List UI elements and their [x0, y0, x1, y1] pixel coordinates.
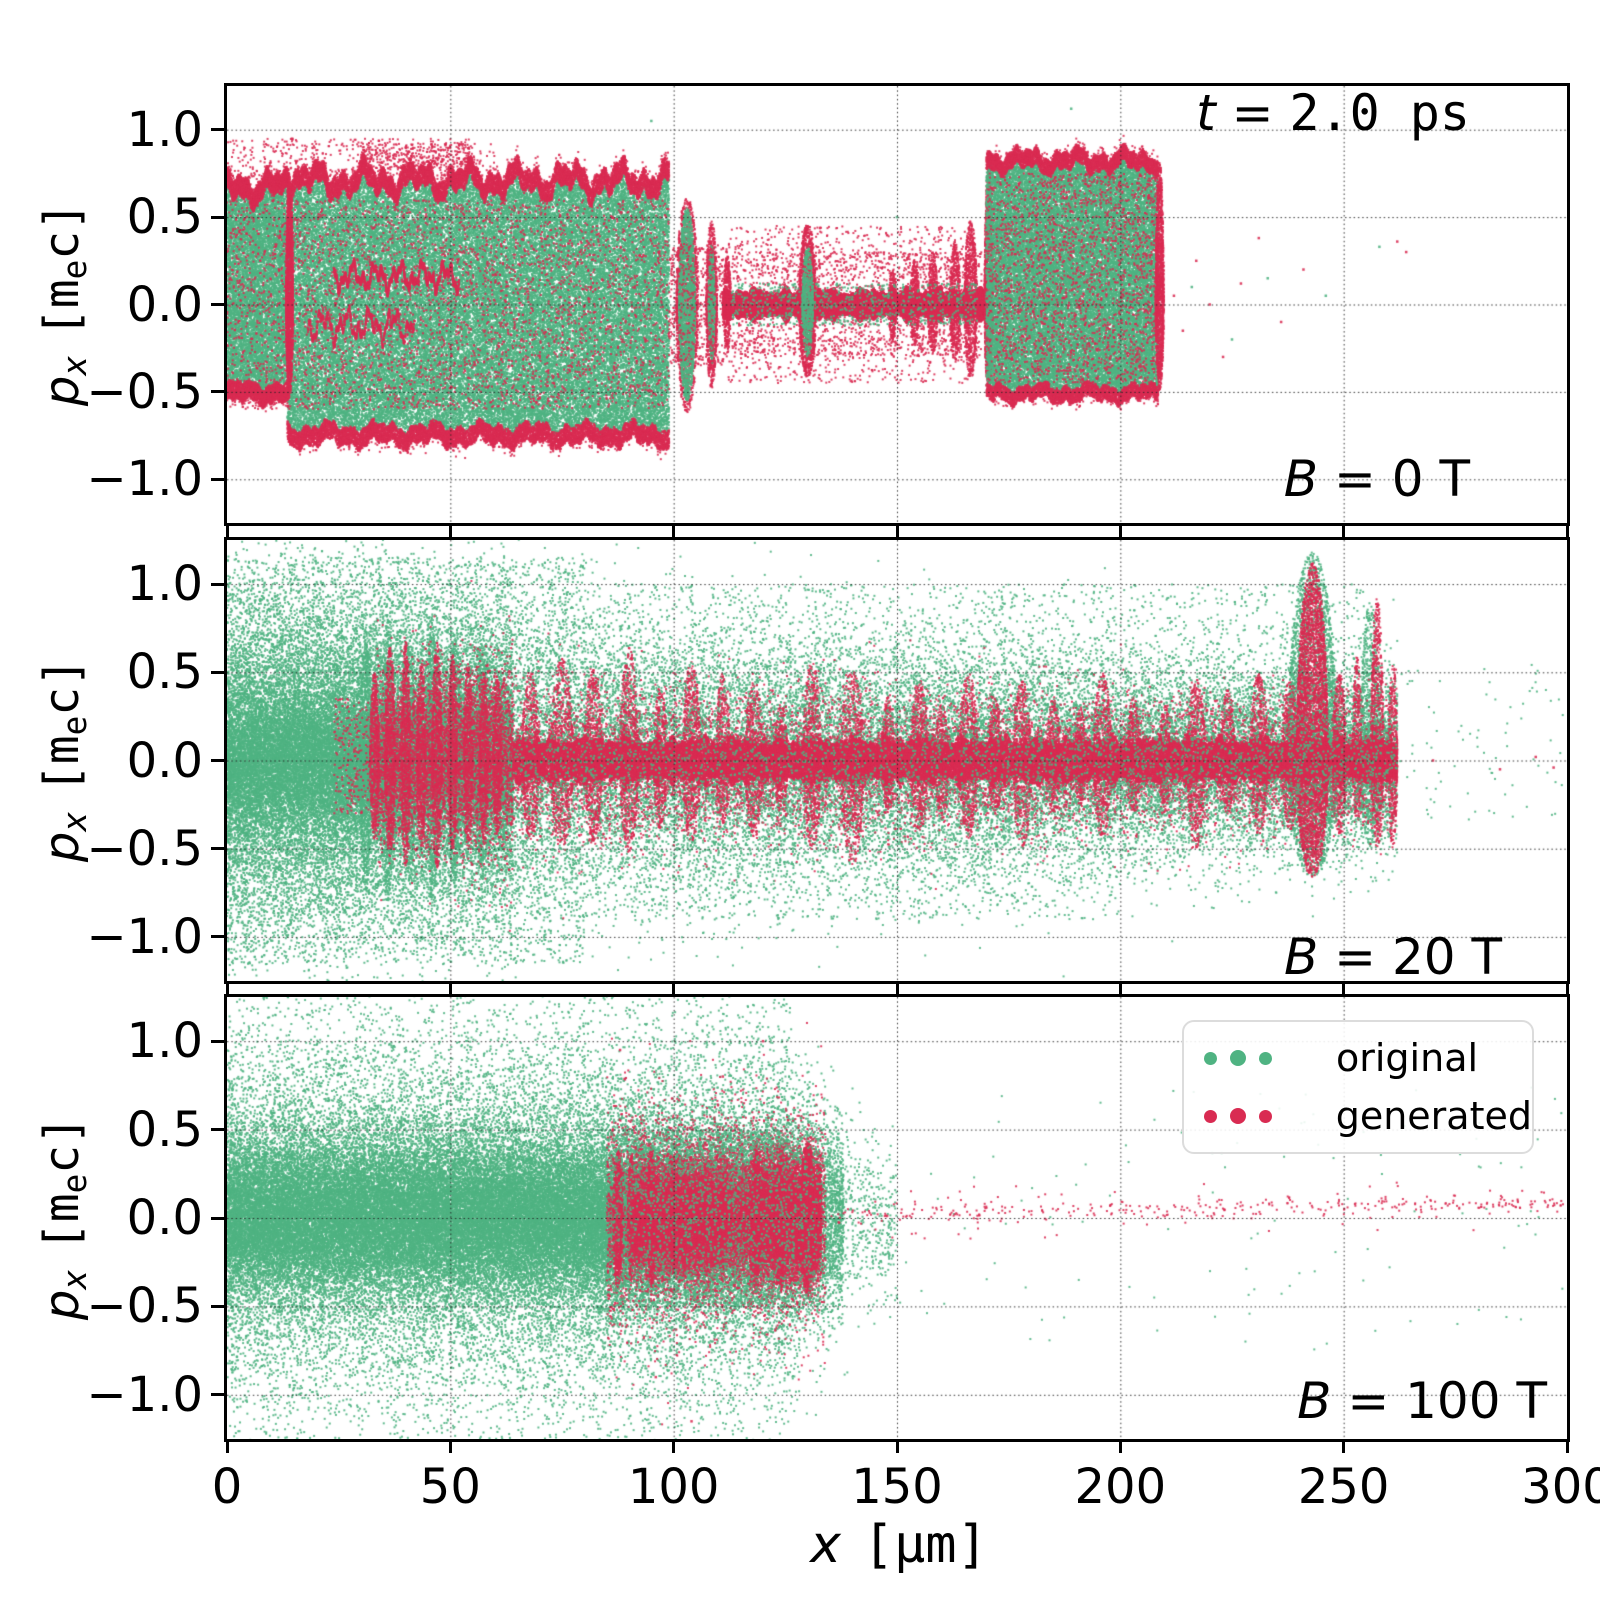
panel-b0	[224, 83, 1570, 526]
field-equals: =	[1318, 928, 1392, 986]
field-value: 100 T	[1405, 1372, 1547, 1430]
x-tick	[1118, 1442, 1122, 1453]
y-tick	[211, 847, 224, 851]
y-tick-label: 0.5	[126, 189, 203, 246]
y-tick-label: 0.5	[126, 644, 203, 701]
field-equals: =	[1318, 450, 1392, 508]
y-tick	[211, 390, 224, 394]
y-tick-label: −1.0	[86, 1366, 203, 1423]
legend-label-original: original	[1336, 1036, 1479, 1080]
x-tick	[672, 1442, 676, 1453]
x-tick	[1342, 984, 1346, 995]
field-annotation-b100: B = 100 T	[1297, 1374, 1547, 1428]
y-tick-label: −1.0	[86, 908, 203, 965]
y-tick-label: 1.0	[126, 1013, 203, 1070]
scatter-dot-icon	[1204, 1051, 1217, 1065]
field-annotation-b0: B = 0 T	[1284, 452, 1470, 506]
y-tick	[211, 1128, 224, 1132]
y-tick-label: −1.0	[86, 451, 203, 508]
y-tick	[211, 128, 224, 132]
x-tick	[1565, 526, 1569, 537]
y-tick	[211, 759, 224, 762]
y-tick	[211, 1393, 224, 1397]
y-tick	[211, 582, 224, 586]
y-tick	[211, 215, 224, 219]
x-axis-label: x [μm]	[810, 1515, 988, 1575]
time-symbol: t	[1196, 84, 1216, 142]
x-tick	[1342, 526, 1346, 537]
legend-label-generated: generated	[1335, 1094, 1532, 1138]
y-tick	[211, 1304, 224, 1308]
y-tick-label: 1.0	[126, 556, 203, 613]
field-value: 0 T	[1391, 450, 1470, 508]
y-tick	[211, 670, 224, 674]
x-tick	[448, 526, 452, 537]
x-tick	[1118, 526, 1122, 537]
y-tick-label: 0.0	[126, 276, 203, 333]
y-tick	[211, 303, 224, 306]
x-tick	[1342, 1442, 1346, 1453]
x-tick	[448, 1442, 452, 1453]
y-tick-label: 0.0	[126, 1190, 203, 1246]
y-tick	[211, 1039, 224, 1043]
x-tick	[895, 526, 899, 537]
field-symbol: B	[1297, 1372, 1332, 1430]
x-tick	[448, 984, 452, 995]
x-tick-label: 50	[419, 1459, 481, 1515]
scatter-dot-icon	[1230, 1050, 1246, 1066]
y-tick	[211, 935, 224, 939]
legend-marker-original	[1204, 1050, 1300, 1066]
x-axis-variable: x	[810, 1515, 841, 1575]
scatter-canvas-b0	[227, 86, 1567, 523]
y-tick-label: 1.0	[126, 101, 203, 158]
legend-marker-generated	[1204, 1108, 1300, 1124]
field-symbol: B	[1283, 928, 1319, 986]
scatter-dot-icon	[1259, 1051, 1272, 1065]
x-tick	[225, 1442, 229, 1453]
x-tick-label: 0	[211, 1459, 243, 1515]
x-tick	[1118, 984, 1122, 995]
x-tick	[1565, 984, 1569, 995]
y-tick	[211, 1216, 224, 1220]
scatter-canvas-b20	[227, 540, 1567, 981]
x-axis-unit: [μm]	[862, 1515, 988, 1575]
field-symbol: B	[1283, 450, 1319, 508]
panel-b20	[224, 537, 1570, 984]
x-tick-label: 200	[1074, 1459, 1167, 1515]
y-tick-label: 0.5	[126, 1101, 203, 1158]
scatter-dot-icon	[1230, 1108, 1246, 1124]
legend-item-original: original	[1204, 1036, 1532, 1080]
y-tick-label: −0.5	[86, 820, 203, 877]
scatter-dot-icon	[1259, 1109, 1272, 1123]
x-tick	[1565, 1442, 1569, 1453]
scatter-dot-icon	[1204, 1109, 1217, 1123]
y-tick	[211, 477, 224, 481]
x-tick	[895, 1442, 899, 1453]
x-tick-label: 100	[627, 1459, 720, 1515]
x-tick	[225, 526, 229, 537]
time-equals: =	[1215, 84, 1290, 142]
y-tick-label: −0.5	[86, 1278, 203, 1335]
x-tick-label: 250	[1297, 1459, 1390, 1515]
time-value: 2.0 ps	[1289, 84, 1470, 142]
x-tick	[672, 526, 676, 537]
legend: original generated	[1182, 1020, 1534, 1154]
field-annotation-b20: B = 20 T	[1284, 930, 1502, 984]
field-equals: =	[1331, 1372, 1406, 1430]
field-value: 20 T	[1391, 928, 1502, 986]
legend-item-generated: generated	[1204, 1094, 1532, 1138]
x-tick	[672, 984, 676, 995]
x-tick	[225, 984, 229, 995]
x-tick	[895, 984, 899, 995]
x-tick-label: 300	[1521, 1459, 1600, 1515]
time-annotation: t = 2.0 ps	[1196, 86, 1470, 140]
x-tick-label: 150	[851, 1459, 943, 1515]
y-tick-label: 0.0	[126, 732, 203, 789]
y-tick-label: −0.5	[86, 363, 203, 420]
